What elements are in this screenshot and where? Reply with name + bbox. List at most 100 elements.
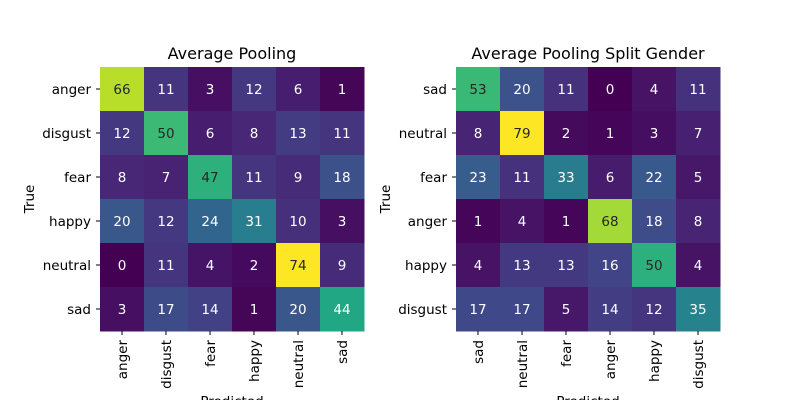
x-tick-label: neutral bbox=[515, 340, 531, 388]
cell-value-label: 44 bbox=[333, 302, 350, 318]
heatmap-cell bbox=[144, 287, 189, 332]
heatmap-cell bbox=[544, 111, 589, 156]
cell-value-label: 4 bbox=[474, 258, 483, 274]
cell-value-label: 7 bbox=[694, 126, 703, 142]
cell-value-label: 13 bbox=[557, 258, 574, 274]
y-axis-label: True bbox=[22, 185, 38, 215]
x-tick-label: sad bbox=[471, 340, 487, 364]
cell-value-label: 9 bbox=[294, 170, 303, 186]
heatmap-cell bbox=[320, 111, 365, 156]
y-tick-label: anger bbox=[52, 82, 92, 98]
heatmap-cell bbox=[232, 155, 277, 200]
cell-value-label: 50 bbox=[157, 126, 174, 142]
heatmap-cell bbox=[232, 287, 277, 332]
cell-value-label: 14 bbox=[201, 302, 218, 318]
heatmap-cell bbox=[276, 287, 321, 332]
chart-title: Average Pooling Split Gender bbox=[471, 44, 705, 63]
cell-value-label: 12 bbox=[157, 214, 174, 230]
heatmap-cell bbox=[544, 67, 589, 112]
heatmap-cell bbox=[100, 111, 145, 156]
heatmap-cell bbox=[232, 67, 277, 112]
heatmap-cell bbox=[320, 199, 365, 244]
cell-value-label: 3 bbox=[118, 302, 127, 318]
cell-value-label: 1 bbox=[474, 214, 483, 230]
cell-value-label: 7 bbox=[162, 170, 171, 186]
cell-value-label: 11 bbox=[245, 170, 262, 186]
x-tick-label: neutral bbox=[291, 340, 307, 388]
x-tick-label: fear bbox=[203, 340, 219, 367]
cell-value-label: 13 bbox=[513, 258, 530, 274]
cell-value-label: 66 bbox=[113, 82, 130, 98]
cell-value-label: 2 bbox=[250, 258, 259, 274]
heatmap-cell bbox=[320, 155, 365, 200]
cell-value-label: 12 bbox=[245, 82, 262, 98]
heatmap-cell bbox=[632, 67, 677, 112]
heatmap-cell bbox=[100, 243, 145, 288]
heatmap-cell bbox=[276, 67, 321, 112]
heatmap-cell bbox=[232, 111, 277, 156]
y-tick-label: fear bbox=[420, 170, 447, 186]
y-tick-label: neutral bbox=[399, 126, 447, 142]
cell-value-label: 9 bbox=[338, 258, 347, 274]
cell-value-label: 10 bbox=[289, 214, 306, 230]
heatmap-cell bbox=[276, 199, 321, 244]
heatmap-cell bbox=[456, 155, 501, 200]
cell-value-label: 74 bbox=[289, 258, 306, 274]
cell-value-label: 11 bbox=[557, 82, 574, 98]
heatmap-cell bbox=[588, 155, 633, 200]
cell-value-label: 17 bbox=[469, 302, 486, 318]
cell-value-label: 8 bbox=[250, 126, 259, 142]
heatmap-cell bbox=[500, 67, 545, 112]
x-tick-label: happy bbox=[247, 340, 263, 382]
cell-value-label: 11 bbox=[689, 82, 706, 98]
cell-value-label: 33 bbox=[557, 170, 574, 186]
heatmap-cell bbox=[588, 243, 633, 288]
y-axis-label: True bbox=[378, 185, 394, 215]
cell-value-label: 35 bbox=[689, 302, 706, 318]
heatmap-cell bbox=[500, 287, 545, 332]
cell-value-label: 17 bbox=[513, 302, 530, 318]
cell-value-label: 47 bbox=[201, 170, 218, 186]
y-tick-label: happy bbox=[405, 258, 447, 274]
cell-value-label: 68 bbox=[601, 214, 618, 230]
x-tick-label: fear bbox=[559, 340, 575, 367]
cell-value-label: 20 bbox=[513, 82, 530, 98]
heatmap-cell bbox=[544, 243, 589, 288]
cell-value-label: 23 bbox=[469, 170, 486, 186]
y-tick-label: happy bbox=[49, 214, 91, 230]
cell-value-label: 5 bbox=[562, 302, 571, 318]
heatmap-cell bbox=[632, 111, 677, 156]
heatmap-cell bbox=[588, 199, 633, 244]
heatmap-cell bbox=[276, 243, 321, 288]
y-tick-label: sad bbox=[423, 82, 447, 98]
cell-value-label: 4 bbox=[206, 258, 215, 274]
cell-value-label: 2 bbox=[562, 126, 571, 142]
heatmap-cell bbox=[188, 287, 233, 332]
heatmap-cell bbox=[188, 199, 233, 244]
cell-value-label: 20 bbox=[289, 302, 306, 318]
heatmap-cell bbox=[232, 243, 277, 288]
heatmap-cell bbox=[500, 111, 545, 156]
cell-value-label: 6 bbox=[606, 170, 615, 186]
heatmap-cell bbox=[144, 243, 189, 288]
heatmap-cell bbox=[500, 243, 545, 288]
x-tick-label: happy bbox=[647, 340, 663, 382]
heatmap-cell bbox=[500, 155, 545, 200]
y-tick-label: disgust bbox=[398, 302, 447, 318]
heatmap-cell bbox=[632, 287, 677, 332]
heatmap-cell bbox=[588, 287, 633, 332]
cell-value-label: 11 bbox=[333, 126, 350, 142]
heatmap-cell bbox=[276, 155, 321, 200]
heatmap-cell bbox=[588, 67, 633, 112]
cell-value-label: 20 bbox=[113, 214, 130, 230]
cell-value-label: 8 bbox=[694, 214, 703, 230]
cell-value-label: 11 bbox=[157, 258, 174, 274]
heatmap-cell bbox=[320, 243, 365, 288]
cell-value-label: 24 bbox=[201, 214, 218, 230]
heatmap-cell bbox=[676, 287, 721, 332]
heatmap-cell bbox=[456, 243, 501, 288]
heatmap-cell bbox=[188, 67, 233, 112]
